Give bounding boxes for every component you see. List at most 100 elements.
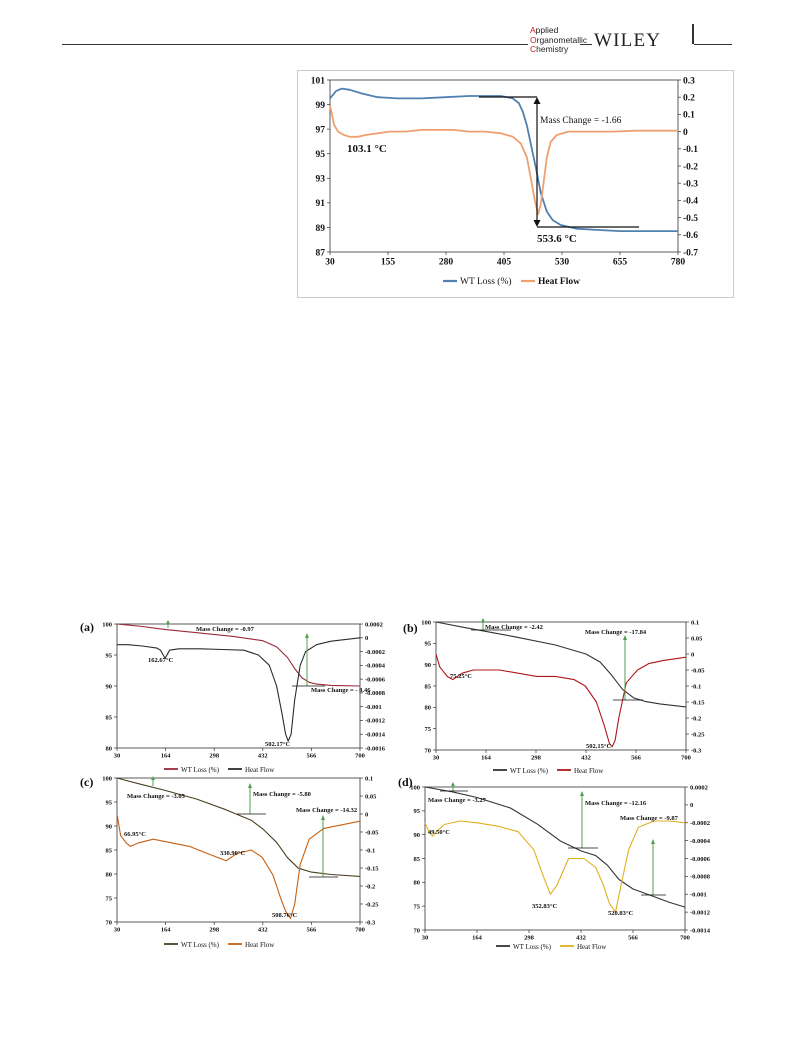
marker-head-c1 xyxy=(151,776,155,780)
x-tick-label: 164 xyxy=(481,755,492,762)
annotations-a: Mass Change = -0.97 Mass Change = - 8.46… xyxy=(148,620,371,748)
y-left-tick-label: 85 xyxy=(414,856,421,863)
y-left-tick-label: 70 xyxy=(414,927,421,934)
header-divider xyxy=(692,24,694,44)
main-annotations: Mass Change = -1.66 103.1 °C 553.6 °C xyxy=(347,96,639,245)
legend-b-wt-label: WT Loss (%) xyxy=(510,767,549,775)
y-right-tick-label: 0.3 xyxy=(683,76,695,86)
plot-a: 30 164 298 432 566 700 80 85 90 95 100 -0.0016 -0.00… xyxy=(102,621,386,759)
publisher-logo: WILEY xyxy=(594,30,662,51)
legend-b-heat-label: Heat Flow xyxy=(574,767,604,775)
y-left-tick-label: 87 xyxy=(316,248,326,258)
legend-d-heat-label: Heat Flow xyxy=(577,943,607,951)
y-right-tick-label: 0.05 xyxy=(691,635,703,642)
x-tick-label: 405 xyxy=(497,258,512,268)
y-right-tick-label: -0.4 xyxy=(683,197,698,207)
annotation-b-peak1: 75.25°C xyxy=(450,673,472,680)
y-right-tick-label: -0.0014 xyxy=(690,927,711,934)
x-tick-label: 566 xyxy=(628,935,639,942)
y-left-tick-label: 90 xyxy=(414,832,421,839)
y-right-tick-label: -0.05 xyxy=(365,829,379,836)
marker-head-a1 xyxy=(166,620,170,624)
legend-a: WT Loss (%) Heat Flow xyxy=(164,766,275,774)
annotations-b: Mass Change = -2.42 Mass Change = -17.84… xyxy=(450,618,647,750)
y-right-tick-label: 0.0002 xyxy=(365,621,383,628)
annotation-mass-change: Mass Change = -1.66 xyxy=(540,116,622,126)
annotation-d-peak2: 352.83°C xyxy=(532,903,557,910)
series-wt-loss-line xyxy=(116,777,361,877)
y-left-tick-label: 100 xyxy=(421,619,431,626)
legend-main: WT Loss (%) Heat Flow xyxy=(443,276,580,287)
arrow-head-down xyxy=(533,220,541,227)
x-tick-label: 700 xyxy=(680,935,690,942)
x-tick-label: 700 xyxy=(355,927,365,934)
x-tick-label: 30 xyxy=(114,927,121,934)
annotation-c-mass3: Mass Change = -14.32 xyxy=(296,807,357,814)
panel-label-c: (c) xyxy=(80,775,93,789)
series-heat-flow-line xyxy=(116,813,361,919)
x-tick-label: 700 xyxy=(355,753,365,760)
y-left-tick-label: 80 xyxy=(106,871,113,878)
plot-d: 30 164 298 432 566 700 70 75 80 85 90 95 100 -0.0014 -… xyxy=(410,784,711,941)
annotation-b-mass2: Mass Change = -17.84 xyxy=(585,629,647,636)
x-tick-label: 298 xyxy=(531,755,542,762)
y-left-tick-label: 75 xyxy=(106,895,113,902)
marker-head-d2 xyxy=(580,791,584,796)
series-heat-flow-line xyxy=(329,105,678,216)
figure-main-chart: 30 155 280 405 530 655 780 87 89 91 93 95 97 99 101 -0.… xyxy=(297,70,734,298)
plot-area-frame xyxy=(435,621,687,751)
series-heat-flow-line xyxy=(117,637,361,742)
legend-c: WT Loss (%) Heat Flow xyxy=(164,941,275,949)
annotation-a-peak1: 162.67°C xyxy=(148,657,173,664)
y-left-tick-label: 93 xyxy=(316,175,326,185)
plot-b: 30 164 298 432 566 700 70 75 80 85 90 95 100 -0.3 -0.2… xyxy=(421,619,705,761)
annotation-peak-2: 553.6 °C xyxy=(537,233,577,245)
annotation-c-mass2: Mass Change = -5.80 xyxy=(253,791,311,798)
y-right-tick-label: -0.6 xyxy=(683,231,698,241)
y-right-tick-label: -0.7 xyxy=(683,248,698,258)
y-right-tick-label: 0.1 xyxy=(365,775,373,782)
annotation-d-peak1: 49.50°C xyxy=(428,829,450,836)
y-left-tick-label: 75 xyxy=(414,903,421,910)
y-left-tick-label: 80 xyxy=(425,705,432,712)
y-right-tick-label: -0.5 xyxy=(683,214,698,224)
x-tick-label: 432 xyxy=(258,753,268,760)
y-left-tick-label: 91 xyxy=(316,199,326,209)
x-tick-label: 30 xyxy=(422,935,429,942)
y-right-tick-label: 0.1 xyxy=(691,619,699,626)
marker-head-d1 xyxy=(451,782,455,786)
y-right-tick-label: 0 xyxy=(690,802,693,809)
y-right-tick-label: -0.0012 xyxy=(690,909,710,916)
x-tick-label: 164 xyxy=(472,935,483,942)
annotation-d-mass2: Mass Change = -12.16 xyxy=(585,800,647,807)
y-left-tick-label: 80 xyxy=(106,745,113,752)
y-right-tick-label: -0.3 xyxy=(365,919,376,926)
marker-head-a2 xyxy=(305,633,309,638)
legend-d-wt-label: WT Loss (%) xyxy=(513,943,552,951)
y-left-tick-label: 85 xyxy=(106,714,113,721)
y-right-tick-label: -0.0004 xyxy=(365,663,386,670)
y-right-tick-label: 0.0002 xyxy=(690,784,708,791)
y-left-tick-label: 95 xyxy=(425,641,432,648)
annotations-c: Mass Change = -3.05 Mass Change = -5.80 … xyxy=(124,776,357,919)
annotations-d: Mass Change = -3.27 Mass Change = -12.16… xyxy=(428,782,679,917)
y-right-tick-label: -0.3 xyxy=(691,747,702,754)
series-heat-flow-line xyxy=(435,653,687,748)
y-right-tick-label: -0.1 xyxy=(683,145,698,155)
legend-d: WT Loss (%) Heat Flow xyxy=(496,943,607,951)
annotation-a-peak2: 502.17°C xyxy=(265,741,290,748)
x-tick-label: 530 xyxy=(555,258,570,268)
annotation-b-peak2: 502.15°C xyxy=(586,743,611,750)
y-left-tick-label: 100 xyxy=(102,775,112,782)
annotation-b-mass1: Mass Change = -2.42 xyxy=(485,624,543,631)
y-left-tick-label: 101 xyxy=(311,76,326,86)
x-tick-label: 280 xyxy=(439,258,454,268)
y-left-tick-label: 70 xyxy=(425,747,432,754)
y-right-tick-label: 0 xyxy=(691,651,694,658)
y-right-tick-label: 0.05 xyxy=(365,793,377,800)
series-wt-loss-line xyxy=(116,623,361,687)
panel-label-b: (b) xyxy=(403,621,418,635)
figure-panel-d: (d) 30 164 298 432 566 700 70 75 80 85 90 95 100 -0.0… xyxy=(398,775,711,951)
y-left-tick-label: 70 xyxy=(106,919,113,926)
y-right-tick-label: -0.25 xyxy=(365,901,379,908)
